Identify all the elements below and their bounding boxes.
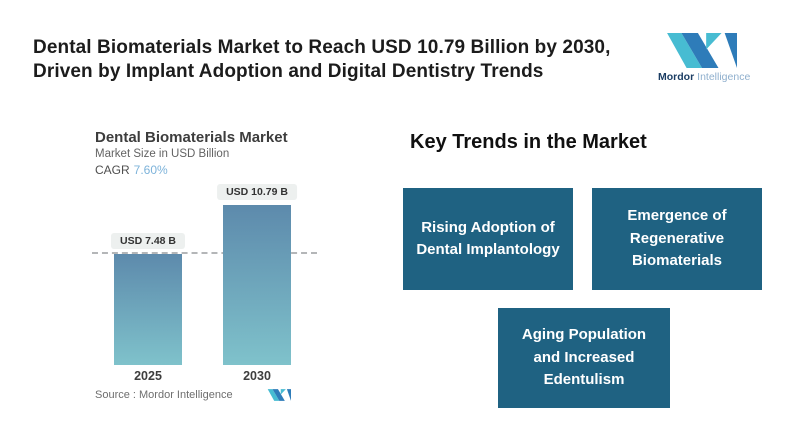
bar-2025 [114, 254, 182, 365]
mordor-logo-mini-icon [267, 389, 291, 401]
bar-plot-area: USD 7.48 B USD 10.79 B [92, 184, 317, 365]
trend-box-regenerative-biomaterials: Emergence of Regenerative Biomaterials [592, 188, 762, 290]
trend-box-aging-population: Aging Population and Increased Edentulis… [498, 308, 670, 408]
x-axis-label-2025: 2025 [134, 369, 162, 383]
mordor-logo-icon [667, 33, 737, 68]
brand-logo: Mordor Intelligence [658, 33, 750, 83]
bar-value-pill-0: USD 7.48 B [110, 233, 186, 249]
page-title-line2: Driven by Implant Adoption and Digital D… [33, 60, 544, 82]
page-title: Dental Biomaterials Market to Reach USD … [33, 36, 633, 83]
bar-value-pill-1: USD 10.79 B [217, 184, 297, 200]
brand-name-bold: Mordor [658, 71, 695, 83]
key-trends-heading: Key Trends in the Market [410, 131, 647, 153]
bar-2030 [223, 205, 291, 365]
brand-name-light: Intelligence [697, 71, 751, 83]
chart-title: Dental Biomaterials Market [95, 129, 288, 146]
chart-cagr: CAGR 7.60% [95, 163, 168, 177]
brand-name: Mordor Intelligence [658, 71, 750, 83]
page-title-line1: Dental Biomaterials Market to Reach USD … [33, 37, 611, 58]
cagr-value: 7.60% [133, 163, 168, 177]
x-axis-label-2030: 2030 [243, 369, 271, 383]
reference-dashed-line [92, 252, 317, 254]
source-label: Source : Mordor Intelligence [95, 389, 233, 401]
cagr-label: CAGR [95, 163, 130, 177]
trend-box-dental-implantology: Rising Adoption of Dental Implantology [403, 188, 573, 290]
chart-subtitle: Market Size in USD Billion [95, 148, 230, 160]
